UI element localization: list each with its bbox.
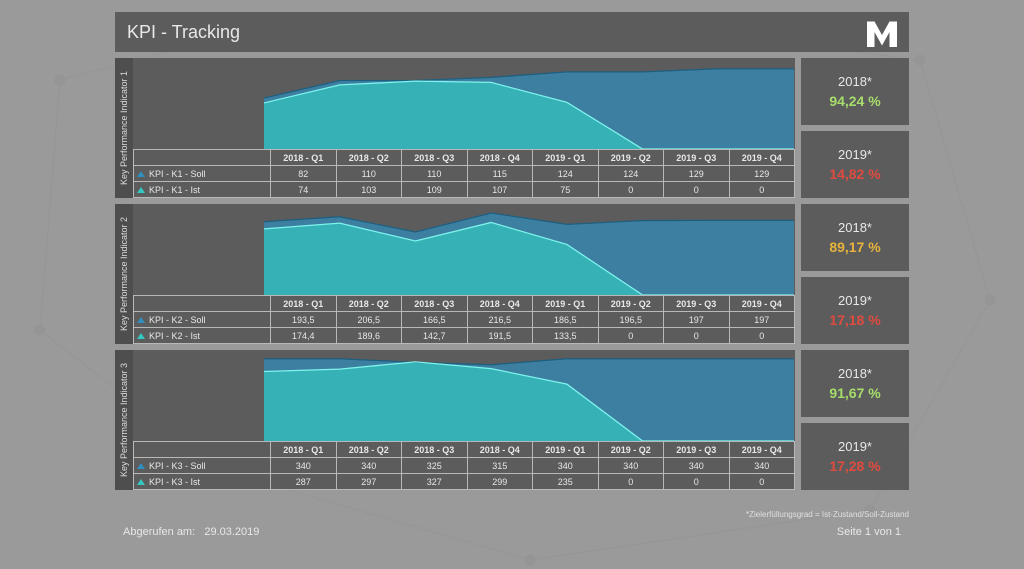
col-header: 2018 - Q2	[336, 150, 402, 166]
series-marker-icon	[137, 479, 145, 485]
kpi3-vertical-label: Key Performance Indicator 3	[115, 350, 133, 490]
summary-value: 17,28 %	[829, 458, 880, 474]
kpi-summary-box: 2019* 14,82 %	[801, 131, 909, 198]
dashboard-page: KPI - Tracking Key Performance Indicator…	[115, 12, 909, 542]
col-header: 2018 - Q3	[402, 442, 468, 458]
row-header: KPI - K3 - Soll	[134, 458, 271, 474]
page-footer: Abgerufen am: 29.03.2019 Seite 1 von 1	[115, 522, 909, 542]
kpi1-row: Key Performance Indicator 12018 - Q12018…	[115, 58, 909, 198]
kpi3-chart-panel: Key Performance Indicator 32018 - Q12018…	[115, 350, 795, 490]
col-header: 2019 - Q2	[598, 296, 664, 312]
summary-year: 2018*	[838, 366, 872, 381]
kpi2-area-chart	[133, 204, 795, 295]
col-header: 2019 - Q2	[598, 150, 664, 166]
summary-value: 89,17 %	[829, 239, 880, 255]
kpi3-area-chart	[133, 350, 795, 441]
row-header: KPI - K1 - Soll	[134, 166, 271, 182]
table-row: KPI - K2 - Soll193,5206,5166,5216,5186,5…	[134, 312, 795, 328]
row-header: KPI - K1 - Ist	[134, 182, 271, 198]
summary-value: 14,82 %	[829, 166, 880, 182]
col-header: 2018 - Q4	[467, 150, 533, 166]
kpi2-row: Key Performance Indicator 22018 - Q12018…	[115, 204, 909, 344]
kpi1-side: 2018* 94,24 % 2019* 14,82 %	[801, 58, 909, 198]
table-row: KPI - K2 - Ist174,4189,6142,7191,5133,50…	[134, 328, 795, 344]
col-header: 2018 - Q1	[271, 442, 337, 458]
kpi-summary-box: 2018* 94,24 %	[801, 58, 909, 125]
kpi3-row: Key Performance Indicator 32018 - Q12018…	[115, 350, 909, 490]
kpi1-vertical-label: Key Performance Indicator 1	[115, 58, 133, 198]
table-row: KPI - K1 - Ist7410310910775000	[134, 182, 795, 198]
col-header: 2018 - Q1	[271, 296, 337, 312]
col-header: 2019 - Q4	[729, 296, 795, 312]
table-row: KPI - K3 - Ist287297327299235000	[134, 474, 795, 490]
summary-value: 91,67 %	[829, 385, 880, 401]
row-header: KPI - K3 - Ist	[134, 474, 271, 490]
series-marker-icon	[137, 317, 145, 323]
col-header: 2018 - Q3	[402, 296, 468, 312]
kpi2-vertical-label: Key Performance Indicator 2	[115, 204, 133, 344]
summary-year: 2019*	[838, 293, 872, 308]
col-header: 2019 - Q3	[664, 442, 730, 458]
kpi1-data-table: 2018 - Q12018 - Q22018 - Q32018 - Q42019…	[133, 149, 795, 198]
kpi1-chart-panel: Key Performance Indicator 12018 - Q12018…	[115, 58, 795, 198]
kpi3-data-table: 2018 - Q12018 - Q22018 - Q32018 - Q42019…	[133, 441, 795, 490]
summary-value: 94,24 %	[829, 93, 880, 109]
series-marker-icon	[137, 463, 145, 469]
col-header: 2018 - Q3	[402, 150, 468, 166]
summary-year: 2019*	[838, 147, 872, 162]
title-bar: KPI - Tracking	[115, 12, 909, 52]
col-header: 2019 - Q3	[664, 296, 730, 312]
kpi2-data-table: 2018 - Q12018 - Q22018 - Q32018 - Q42019…	[133, 295, 795, 344]
col-header: 2018 - Q2	[336, 442, 402, 458]
summary-value: 17,18 %	[829, 312, 880, 328]
summary-year: 2018*	[838, 220, 872, 235]
kpi-summary-box: 2019* 17,28 %	[801, 423, 909, 490]
col-header: 2019 - Q2	[598, 442, 664, 458]
kpi1-area-chart	[133, 58, 795, 149]
col-header: 2019 - Q3	[664, 150, 730, 166]
col-header: 2019 - Q4	[729, 442, 795, 458]
col-header: 2019 - Q4	[729, 150, 795, 166]
page-title: KPI - Tracking	[127, 22, 240, 43]
col-header: 2019 - Q1	[533, 442, 599, 458]
table-row: KPI - K1 - Soll82110110115124124129129	[134, 166, 795, 182]
kpi-summary-box: 2019* 17,18 %	[801, 277, 909, 344]
kpi-summary-box: 2018* 91,67 %	[801, 350, 909, 417]
table-row: KPI - K3 - Soll340340325315340340340340	[134, 458, 795, 474]
footnote: *Zielerfüllungsgrad = Ist-Zustand/Soll-Z…	[746, 510, 909, 519]
series-marker-icon	[137, 171, 145, 177]
kpi2-side: 2018* 89,17 % 2019* 17,18 %	[801, 204, 909, 344]
summary-year: 2019*	[838, 439, 872, 454]
col-header: 2018 - Q1	[271, 150, 337, 166]
row-header: KPI - K2 - Ist	[134, 328, 271, 344]
col-header: 2019 - Q1	[533, 296, 599, 312]
col-header: 2018 - Q4	[467, 442, 533, 458]
row-header: KPI - K2 - Soll	[134, 312, 271, 328]
footer-right: Seite 1 von 1	[837, 526, 901, 538]
brand-logo	[867, 17, 897, 47]
series-marker-icon	[137, 187, 145, 193]
col-header: 2019 - Q1	[533, 150, 599, 166]
kpi2-chart-panel: Key Performance Indicator 22018 - Q12018…	[115, 204, 795, 344]
summary-year: 2018*	[838, 74, 872, 89]
series-marker-icon	[137, 333, 145, 339]
footer-left: Abgerufen am: 29.03.2019	[123, 526, 259, 538]
col-header: 2018 - Q2	[336, 296, 402, 312]
kpi3-side: 2018* 91,67 % 2019* 17,28 %	[801, 350, 909, 490]
kpi-summary-box: 2018* 89,17 %	[801, 204, 909, 271]
col-header: 2018 - Q4	[467, 296, 533, 312]
